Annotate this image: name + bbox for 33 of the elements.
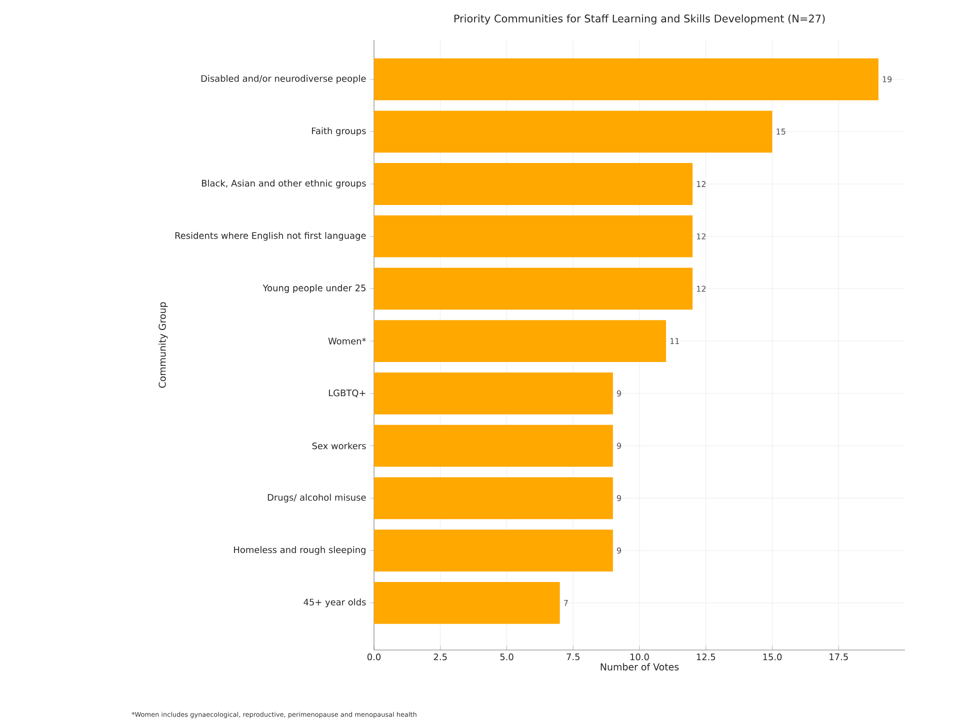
bar bbox=[374, 530, 613, 572]
y-tick-label: Young people under 25 bbox=[262, 284, 366, 294]
y-tick-label: Faith groups bbox=[312, 127, 366, 136]
x-tick-label: 2.5 bbox=[434, 654, 447, 660]
bar bbox=[374, 58, 878, 100]
x-tick-label: 0.0 bbox=[367, 654, 381, 660]
bar bbox=[374, 268, 693, 310]
y-tick-label: Black, Asian and other ethnic groups bbox=[202, 180, 366, 188]
bar bbox=[374, 110, 772, 153]
y-tick-label: Sex workers bbox=[312, 442, 366, 450]
x-tick-label: 17.5 bbox=[830, 654, 848, 660]
y-tick-label: Homeless and rough sleeping bbox=[234, 546, 366, 555]
bar bbox=[374, 372, 613, 414]
bar bbox=[374, 582, 560, 624]
x-tick-label: 5.0 bbox=[500, 654, 514, 660]
y-tick-label: Women* bbox=[328, 338, 366, 344]
x-tick-label: 10.0 bbox=[630, 654, 649, 660]
bar bbox=[374, 163, 693, 205]
x-tick-label: 15.0 bbox=[763, 654, 782, 660]
x-axis-title: Number of Votes bbox=[600, 663, 679, 670]
y-tick-label: LGBTQ+ bbox=[328, 390, 366, 398]
y-tick-label: Drugs/ alcohol misuse bbox=[268, 494, 366, 502]
y-axis-title: Community Group bbox=[158, 302, 168, 388]
y-tick-label: 45+ year olds bbox=[304, 598, 366, 608]
bar bbox=[374, 424, 613, 467]
y-tick-label: Disabled and/or neurodiverse people bbox=[201, 74, 366, 84]
bar bbox=[374, 477, 613, 520]
y-tick-label: Residents where English not first language bbox=[175, 232, 366, 241]
chart-title: Priority Communities for Staff Learning and Skills Development (N=27) bbox=[454, 14, 825, 24]
x-tick-label: 7.5 bbox=[566, 654, 580, 660]
x-tick-label: 12.5 bbox=[696, 654, 716, 660]
bar bbox=[374, 215, 693, 258]
bar bbox=[374, 320, 666, 362]
